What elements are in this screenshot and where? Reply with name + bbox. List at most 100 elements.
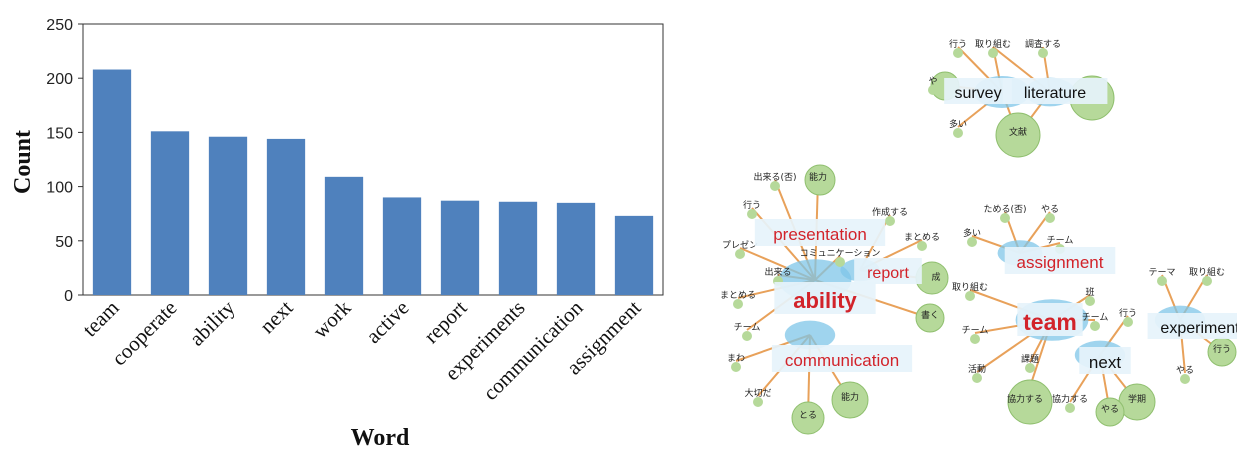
word-label: まとめる xyxy=(904,232,940,243)
bar-report xyxy=(440,200,480,295)
main-label-box xyxy=(771,345,913,372)
word-label: 取り組む xyxy=(1189,266,1225,278)
y-tick-label: 150 xyxy=(46,125,73,142)
main-label-assignment: assignment xyxy=(1017,253,1104,272)
main-label-communication: communication xyxy=(785,351,899,370)
word-label: 多い xyxy=(963,227,981,239)
word-label: 学期 xyxy=(1128,393,1146,405)
hub-node xyxy=(784,320,836,350)
word-bubble xyxy=(791,401,825,435)
word-label: 取り組む xyxy=(952,281,988,293)
word-node xyxy=(931,281,941,291)
word-label: 協力する xyxy=(1007,393,1043,405)
word-node xyxy=(733,299,743,309)
main-label-box xyxy=(774,282,876,314)
word-label: や xyxy=(928,76,937,87)
word-node xyxy=(747,209,757,219)
word-node xyxy=(813,181,823,191)
y-tick-label: 0 xyxy=(64,288,73,305)
word-label: チーム xyxy=(1082,312,1109,323)
y-axis-ticks: 0 50 100 150 200 250 xyxy=(46,17,83,305)
main-label-literature: literature xyxy=(1024,85,1086,102)
word-label: チーム xyxy=(1047,235,1074,246)
word-label: 出来る xyxy=(764,266,791,278)
word-node xyxy=(988,48,998,58)
y-tick-label: 250 xyxy=(46,17,73,34)
word-node xyxy=(1045,213,1055,223)
word-node xyxy=(835,257,845,267)
word-node xyxy=(735,249,745,259)
word-label: 文献 xyxy=(1009,126,1027,138)
main-label-presentation: presentation xyxy=(773,225,867,244)
word-node xyxy=(1090,321,1100,331)
word-node xyxy=(925,319,935,329)
main-label-report: report xyxy=(867,265,909,282)
word-node xyxy=(803,419,813,429)
word-bubble xyxy=(1007,379,1053,425)
word-label: 行う xyxy=(743,199,761,211)
category-label: active xyxy=(361,296,413,348)
word-node xyxy=(917,241,927,251)
word-label: 活動 xyxy=(968,363,986,375)
bar-team xyxy=(92,69,132,295)
y-tick-label: 50 xyxy=(55,234,73,251)
word-label: やる xyxy=(1176,365,1194,376)
word-label: ためる(否) xyxy=(983,204,1026,215)
category-label: communication xyxy=(478,295,588,405)
word-label: とる xyxy=(799,410,817,421)
word-node xyxy=(770,181,780,191)
word-node xyxy=(1020,403,1030,413)
word-node xyxy=(845,401,855,411)
word-node xyxy=(970,334,980,344)
word-node xyxy=(1105,413,1115,423)
word-node xyxy=(1202,276,1212,286)
main-label-survey: survey xyxy=(954,85,1001,102)
word-label: 大切だ xyxy=(744,387,771,399)
word-node xyxy=(1157,276,1167,286)
word-node xyxy=(753,397,763,407)
main-label-box xyxy=(1004,247,1116,274)
word-node xyxy=(1217,353,1227,363)
y-tick-label: 100 xyxy=(46,180,73,197)
main-label-box xyxy=(1147,313,1237,339)
word-node xyxy=(1132,403,1142,413)
word-node xyxy=(965,291,975,301)
main-label-box xyxy=(1079,347,1131,374)
main-label-box xyxy=(1017,303,1083,336)
word-label: 取り組む xyxy=(975,38,1011,50)
main-label-experiment: experiment xyxy=(1160,320,1237,337)
word-node xyxy=(1025,363,1035,373)
bar-assignment xyxy=(614,215,654,295)
word-bubble xyxy=(1095,397,1125,427)
word-label: 行う xyxy=(1213,343,1231,355)
word-node xyxy=(967,237,977,247)
bars xyxy=(92,69,654,295)
y-tick-label: 200 xyxy=(46,71,73,88)
word-node xyxy=(953,128,963,138)
word-label: チーム xyxy=(962,325,989,336)
word-label: 成 xyxy=(931,271,940,283)
word-node xyxy=(972,373,982,383)
word-label: 調査する xyxy=(1025,38,1061,50)
word-node xyxy=(928,85,938,95)
bar-communication xyxy=(556,202,596,295)
bar-ability xyxy=(208,136,248,295)
word-label: まわ xyxy=(727,353,745,364)
bar-work xyxy=(324,176,364,295)
bar-cooperate xyxy=(150,131,190,295)
category-label: work xyxy=(308,295,356,343)
word-label: プレゼン xyxy=(722,239,758,251)
word-label: 行う xyxy=(949,38,967,50)
word-node xyxy=(742,331,752,341)
bar-experiments xyxy=(498,201,538,295)
word-label: 書く xyxy=(921,309,939,321)
word-node xyxy=(885,216,895,226)
main-label-ability: ability xyxy=(793,288,857,313)
category-label: report xyxy=(419,295,472,348)
word-label: チーム xyxy=(734,322,761,333)
word-label: まとめる xyxy=(720,290,756,301)
word-label: 出来る(否) xyxy=(753,171,796,183)
